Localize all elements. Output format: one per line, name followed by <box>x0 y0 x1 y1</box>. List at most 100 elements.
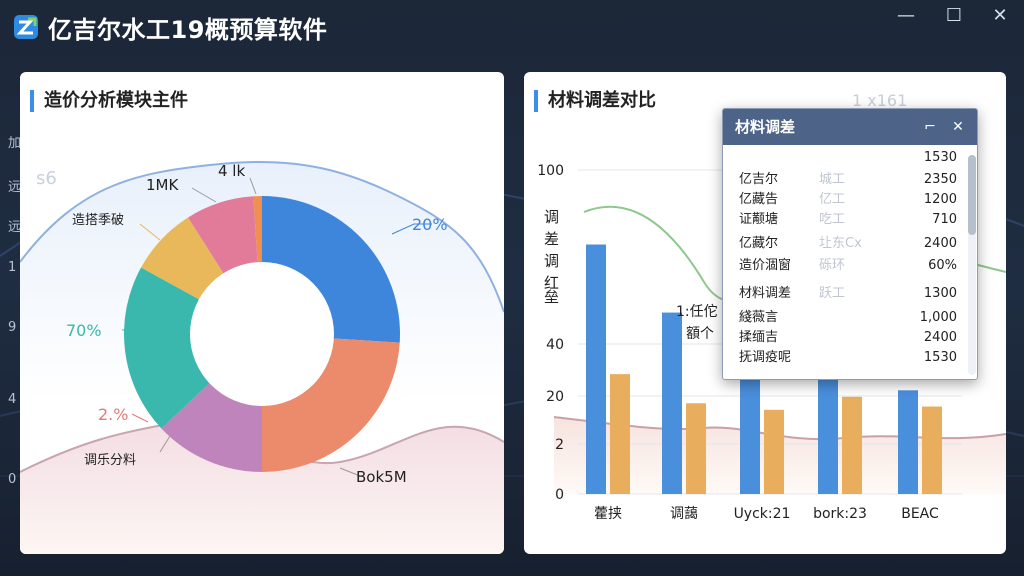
bar[interactable] <box>922 406 942 494</box>
x-tick-label: bork:23 <box>813 506 867 522</box>
row-name: 证颟塘 <box>739 212 779 227</box>
y-axis-title-char: 调 <box>544 208 559 226</box>
material-adjust-row[interactable]: 亿藏告 亿工 1200 <box>723 191 963 209</box>
title-bar: 亿吉尔水工19概预算软件 — ☐ ✕ <box>0 0 1024 56</box>
bar[interactable] <box>686 403 706 494</box>
side-menu-item[interactable]: 4 <box>8 392 17 407</box>
y-tick-label: 2 <box>555 437 564 453</box>
side-menu-strip: 加 远 远 1 9 4 0 <box>0 120 22 500</box>
row-unit: 城工 <box>819 172 846 187</box>
row-name: 亿吉尔 <box>739 172 779 187</box>
material-adjust-row[interactable]: 亿吉尔 城工 2350 <box>723 171 963 189</box>
row-name: 綫薇言 <box>739 310 779 325</box>
row-name: 揉缅吉 <box>739 330 779 345</box>
background-line-wave <box>20 160 504 313</box>
side-menu-item[interactable]: 9 <box>8 320 17 335</box>
row-unit: 亿工 <box>819 192 846 207</box>
app-title: 亿吉尔水工19概预算软件 <box>48 16 328 44</box>
side-menu-item[interactable]: 0 <box>8 472 17 487</box>
material-adjust-row[interactable]: 亿藏尔 圵东Cx 2400 <box>723 235 963 253</box>
list-scrollbar-thumb[interactable] <box>968 155 976 235</box>
material-adjust-row[interactable]: 材料调差 跃工 1300 <box>723 285 963 303</box>
material-adjust-row[interactable]: 1530 <box>723 149 963 167</box>
window-close-button[interactable]: ✕ <box>952 119 964 135</box>
window-minimize-button[interactable]: ⌐ <box>924 119 936 135</box>
y-tick-label: 0 <box>555 487 564 503</box>
bar[interactable] <box>610 374 630 494</box>
side-menu-item[interactable]: 远 <box>8 180 22 195</box>
side-menu-item[interactable]: 1 <box>8 260 17 275</box>
material-adjust-window-title: 材料调差 <box>735 118 796 136</box>
row-value: 1200 <box>923 192 957 207</box>
row-value: 2400 <box>923 330 957 345</box>
y-axis-title-char: 红 <box>544 274 559 292</box>
faint-background-label: s6 <box>36 168 57 189</box>
y-tick-label: 20 <box>546 389 564 405</box>
row-name: 造价涸窗 <box>739 258 792 273</box>
row-name: 材料调差 <box>739 286 792 301</box>
side-menu-item[interactable]: 加 <box>8 136 22 151</box>
material-adjust-row[interactable]: 造价涸窗 砾环 60% <box>723 257 963 275</box>
y-axis-title-char: 调 <box>544 252 559 270</box>
row-name: 亿藏尔 <box>739 236 779 251</box>
material-adjust-window: 材料调差 ⌐ ✕ 1530 亿吉尔 城工 2350 亿藏告 亿工 1200 证颟塘 吃工 710 亿… <box>722 108 978 380</box>
row-value: 60% <box>928 258 957 273</box>
material-adjust-row[interactable]: 揉缅吉 2400 <box>723 329 963 347</box>
cost-analysis-panel: s6 1MK 4 lk 20% 造搭季破 70% 2.% 调乐分料 Bok5M … <box>20 72 504 554</box>
close-button[interactable]: ✕ <box>992 5 1008 26</box>
x-tick-label: BEAC <box>901 506 939 522</box>
bar[interactable] <box>764 409 784 494</box>
row-value: 1530 <box>923 350 957 365</box>
donut-label-lower-left: 2.% <box>98 405 128 424</box>
material-adjust-row[interactable]: 抚调疫呢 1530 <box>723 349 963 367</box>
donut-label-top-left: 1MK <box>146 176 179 194</box>
maximize-button[interactable]: ☐ <box>945 5 963 26</box>
donut-hole <box>190 262 334 406</box>
row-unit: 跃工 <box>819 286 846 301</box>
y-axis-title-char: 差 <box>544 230 559 248</box>
row-value: 710 <box>932 212 957 227</box>
material-adjust-list: 1530 亿吉尔 城工 2350 亿藏告 亿工 1200 证颟塘 吃工 710 亿藏尔 圵东Cx 240… <box>723 145 977 379</box>
donut-leader-lines <box>122 177 432 477</box>
bar[interactable] <box>898 390 918 494</box>
bar-annotation-line: 1:任佗 <box>676 303 718 320</box>
bar[interactable] <box>586 244 606 494</box>
background-pink-area <box>20 420 504 554</box>
x-tick-label: 藿挟 <box>594 506 622 522</box>
cost-analysis-title: 造价分析模块主件 <box>30 90 188 112</box>
donut-label-bottom-left: 调乐分料 <box>84 453 136 468</box>
row-value: 2350 <box>923 172 957 187</box>
row-name: 亿藏告 <box>739 192 779 207</box>
donut-label-top: 4 lk <box>218 162 245 180</box>
x-tick-label: 调藹 <box>670 506 698 522</box>
faint-background-label: 1 x161 <box>852 91 907 110</box>
app-logo-icon <box>14 15 38 39</box>
y-tick-label: 100 <box>537 163 564 179</box>
y-axis-title-char: 垒 <box>544 288 559 306</box>
row-unit: 圵东Cx <box>819 236 862 251</box>
row-name: 抚调疫呢 <box>739 350 792 365</box>
x-tick-label: Uyck:21 <box>734 506 791 522</box>
donut-label-left: 70% <box>66 321 102 340</box>
donut-label-right: 20% <box>412 215 448 234</box>
list-scrollbar[interactable] <box>968 155 976 375</box>
bar-annotation-line: 額个 <box>686 326 714 342</box>
material-adjust-window-header: 材料调差 ⌐ ✕ <box>723 109 977 145</box>
row-value: 1,000 <box>919 310 957 325</box>
donut-label-upper-left: 造搭季破 <box>72 212 124 228</box>
donut-label-bottom-right: Bok5M <box>356 468 407 486</box>
material-compare-title: 材料调差对比 <box>534 90 656 112</box>
bar[interactable] <box>818 377 838 494</box>
minimize-button[interactable]: — <box>897 5 915 26</box>
bar[interactable] <box>842 396 862 494</box>
row-value: 1300 <box>923 286 957 301</box>
y-tick-label: 40 <box>546 337 564 353</box>
bar[interactable] <box>662 312 682 494</box>
donut-chart: s6 1MK 4 lk 20% 造搭季破 70% 2.% 调乐分料 Bok5M <box>20 160 504 554</box>
material-adjust-row[interactable]: 綫薇言 1,000 <box>723 309 963 327</box>
side-menu-item[interactable]: 远 <box>8 220 22 235</box>
row-unit: 吃工 <box>819 212 846 227</box>
row-unit: 砾环 <box>819 258 846 273</box>
row-value: 1530 <box>923 150 957 165</box>
material-adjust-row[interactable]: 证颟塘 吃工 710 <box>723 211 963 229</box>
